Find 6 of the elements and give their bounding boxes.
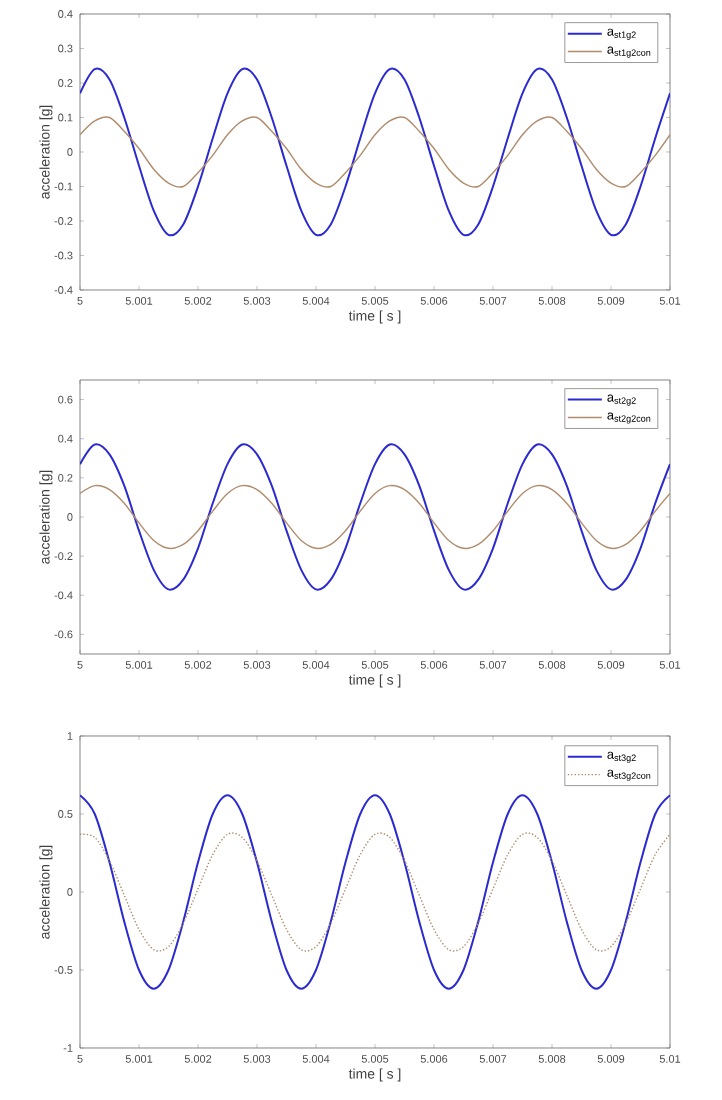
line-series <box>80 832 671 952</box>
line-series <box>80 67 671 237</box>
line-series <box>80 116 671 188</box>
line-series <box>80 794 671 990</box>
line-series <box>80 443 671 591</box>
line-series <box>80 484 671 550</box>
